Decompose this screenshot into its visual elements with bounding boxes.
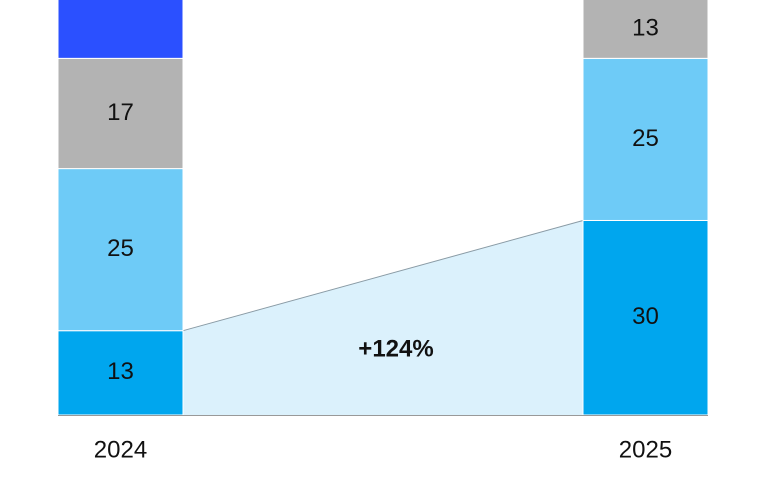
segment-label: 13	[632, 15, 659, 42]
connector-layer	[182, 219, 584, 415]
bar-layer: 13 25 17 30 25 13	[57, 0, 709, 416]
bar-segment	[57, 168, 184, 332]
bar-segment	[57, 57, 184, 170]
x-tick-label: 2025	[619, 436, 672, 463]
segment-label: 30	[632, 303, 659, 330]
bar-segment	[582, 219, 709, 416]
segment-label: 25	[107, 235, 134, 262]
bar-segment	[582, 57, 709, 221]
growth-annotation: +124%	[358, 335, 433, 362]
growth-connector-edge	[182, 219, 584, 332]
bar-segment	[582, 0, 709, 59]
x-tick-label: 2024	[94, 436, 147, 463]
growth-connector	[183, 220, 583, 415]
segment-label: 25	[632, 125, 659, 152]
bar-segment	[57, 0, 184, 59]
segment-label: 13	[107, 358, 134, 385]
segment-label: 17	[107, 99, 134, 126]
